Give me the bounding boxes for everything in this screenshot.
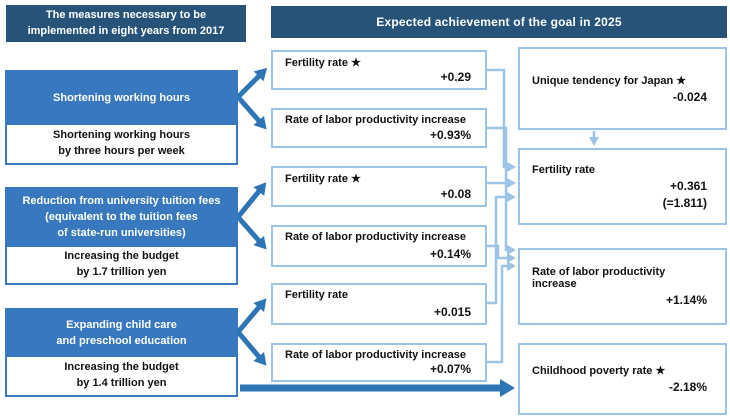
measures-column-header: The measures necessary to be implemented… <box>6 5 246 42</box>
outcome-value: +0.361 <box>669 178 707 193</box>
effect-value: +0.07% <box>429 362 471 376</box>
effect-box-fertility-3: Fertility rate +0.015 <box>271 283 487 325</box>
arrow-measure2-to-effect4 <box>236 215 267 250</box>
effect-box-productivity-2: Rate of labor productivity increase +0.1… <box>271 225 487 267</box>
measure-box-working-hours: Shortening working hours Shortening work… <box>5 70 238 165</box>
measure-title: Expanding child care and preschool educa… <box>7 310 236 357</box>
effect-value: +0.015 <box>433 305 471 319</box>
outcome-label: Childhood poverty rate ★ <box>532 365 666 377</box>
effect-label: Rate of labor productivity increase <box>285 231 466 243</box>
effect-value: +0.29 <box>440 70 471 84</box>
arrow-measure1-to-effect2 <box>236 95 267 130</box>
measure-detail: Shortening working hours by three hours … <box>53 129 190 157</box>
effect-label: Fertility rate ★ <box>285 173 361 185</box>
connector-productivity1-to-productivity <box>487 126 516 255</box>
effect-label: Rate of labor productivity increase <box>285 349 466 361</box>
outcome-box-childhood-poverty: Childhood poverty rate ★ -2.18% <box>518 343 727 415</box>
outcome-label: Fertility rate <box>532 163 595 176</box>
effect-box-productivity-3: Rate of labor productivity increase +0.0… <box>271 343 487 382</box>
arrow-measure1-to-effect1 <box>236 67 268 99</box>
effect-value: +0.93% <box>429 128 471 142</box>
measure-box-tuition-fees: Reduction from university tuition fees (… <box>5 187 238 285</box>
outcome-value: -0.024 <box>672 89 707 104</box>
connector-fertility1-to-fertility <box>487 68 516 172</box>
arrow-measure3-to-effect5 <box>236 298 267 334</box>
effect-box-productivity-1: Rate of labor productivity increase +0.9… <box>271 108 487 148</box>
measure-title: Shortening working hours <box>7 72 236 125</box>
effect-label: Rate of labor productivity increase <box>285 114 466 126</box>
effect-label: Fertility rate <box>285 289 348 301</box>
measure-detail: Increasing the budget by 1.4 trillion ye… <box>64 361 179 389</box>
outcome-label: Unique tendency for Japan ★ <box>532 74 687 87</box>
achievement-column-header: Expected achievement of the goal in 2025 <box>271 6 727 38</box>
effect-value: +0.08 <box>440 187 471 201</box>
outcome-label: Rate of labor productivity increase <box>532 266 666 290</box>
effect-box-fertility-1: Fertility rate ★ +0.29 <box>271 50 487 90</box>
effect-box-fertility-2: Fertility rate ★ +0.08 <box>271 166 487 207</box>
outcome-value: -2.18% <box>668 380 707 394</box>
outcome-box-unique-tendency: Unique tendency for Japan ★ -0.024 <box>518 47 727 130</box>
outcome-box-productivity: Rate of labor productivity increase +1.1… <box>518 248 727 325</box>
measure-detail: Increasing the budget by 1.7 trillion ye… <box>64 250 179 278</box>
outcome-value: +1.14% <box>665 293 707 307</box>
connector-productivity2-to-productivity <box>487 244 516 263</box>
connector-productivity3-to-productivity <box>487 261 516 364</box>
outcome-box-fertility-rate: Fertility rate +0.361 (=1.811) <box>518 148 727 225</box>
arrow-measure2-to-effect3 <box>236 182 267 219</box>
effect-value: +0.14% <box>429 247 471 261</box>
measure-box-child-care: Expanding child care and preschool educa… <box>5 308 238 397</box>
arrow-measure3-to-effect6 <box>236 330 267 366</box>
connector-fertility3-to-fertility <box>487 192 516 305</box>
outcome-value-total: (=1.811) <box>662 195 707 210</box>
effect-label: Fertility rate ★ <box>285 57 361 69</box>
measure-title: Reduction from university tuition fees (… <box>7 189 236 247</box>
